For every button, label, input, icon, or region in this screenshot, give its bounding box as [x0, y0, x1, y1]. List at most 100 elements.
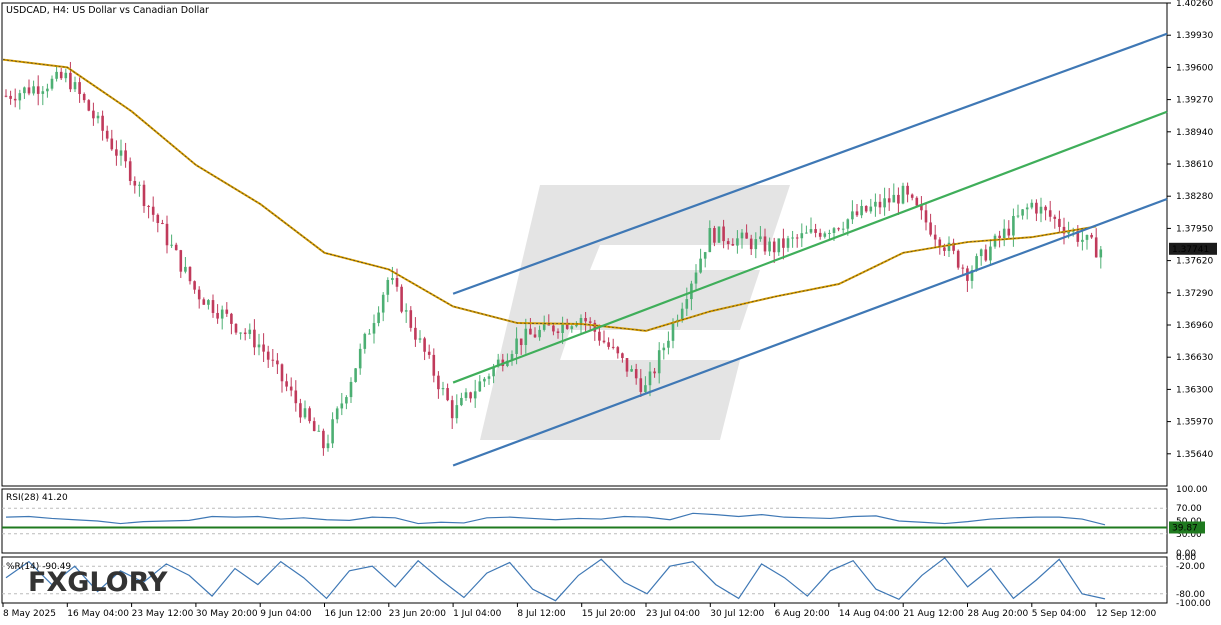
- candle-body: [64, 72, 68, 79]
- candle-body: [427, 351, 431, 355]
- price-axis-label: 1.38280: [1176, 192, 1213, 202]
- candle-body: [32, 86, 35, 94]
- candle-body: [73, 82, 77, 90]
- rsi-level-tag: [1169, 521, 1205, 534]
- candle-body: [289, 386, 293, 391]
- candle-body: [644, 385, 647, 392]
- candle-body: [575, 325, 578, 327]
- candle-body: [363, 333, 367, 349]
- candle-body: [464, 392, 468, 398]
- candle-body: [207, 300, 210, 305]
- candle-body: [1099, 249, 1103, 258]
- candle-body: [938, 239, 942, 248]
- candle-body: [386, 279, 390, 295]
- candle-body: [639, 378, 643, 392]
- candle-body: [782, 238, 785, 248]
- candle-body: [979, 249, 983, 257]
- candle-body: [708, 228, 712, 253]
- candle-body: [266, 351, 270, 360]
- price-axis-label: 1.36960: [1176, 321, 1213, 331]
- candle-body: [368, 333, 371, 335]
- chart-title: USDCAD, H4: US Dollar vs Canadian Dollar: [6, 5, 209, 16]
- candle-body: [13, 98, 17, 101]
- rsi-pane-border: [1, 488, 1168, 554]
- candle-body: [805, 232, 808, 234]
- channel-middle-line: [452, 110, 1168, 384]
- candle-body: [234, 323, 238, 333]
- candle-body: [381, 294, 385, 313]
- current-price-tag: [1169, 242, 1217, 255]
- candle-body: [285, 381, 288, 387]
- candle-body: [437, 375, 440, 390]
- williams-r-pane: 0.00-20.00 -80.00-100.00: [1, 553, 1211, 609]
- candle-body: [703, 252, 707, 259]
- candle-body: [809, 229, 813, 233]
- candle-body: [87, 100, 91, 111]
- candle-body: [947, 242, 951, 251]
- time-axis-label: 5 Sep 04:00: [1032, 609, 1087, 619]
- candle-body: [731, 244, 735, 246]
- candle-body: [772, 241, 776, 253]
- candle-body: [101, 115, 104, 131]
- rsi-axis-label: 70.00: [1176, 504, 1202, 514]
- price-axis-label: 1.37290: [1176, 289, 1213, 299]
- candle-body: [487, 376, 491, 379]
- candle-body: [1081, 239, 1084, 242]
- candle-body: [1012, 215, 1015, 236]
- candle-body: [1062, 226, 1066, 234]
- candle-body: [736, 238, 739, 246]
- candle-body: [1044, 206, 1047, 211]
- candle-body: [506, 360, 509, 367]
- candle-body: [570, 326, 574, 329]
- channel-upper-line: [452, 32, 1168, 295]
- candle-body: [326, 443, 330, 449]
- candle-body: [920, 205, 923, 211]
- time-axis-label: 9 Jun 04:00: [260, 609, 312, 619]
- candle-body: [841, 228, 845, 230]
- candle-body: [1002, 228, 1006, 239]
- candle-body: [165, 223, 169, 246]
- candle-body: [906, 185, 909, 195]
- candle-body: [565, 322, 569, 329]
- candle-body: [170, 244, 173, 246]
- candle-body: [745, 232, 748, 239]
- candle-body: [611, 346, 615, 348]
- candle-body: [593, 322, 597, 332]
- time-axis-label: 23 Jun 20:00: [389, 609, 446, 619]
- candle-body: [892, 194, 896, 203]
- candle-body: [174, 244, 178, 251]
- williams-r-line: [5, 557, 1106, 602]
- candle-body: [27, 87, 31, 94]
- candle-body: [96, 115, 100, 119]
- candle-body: [740, 232, 744, 239]
- candle-body: [303, 408, 307, 418]
- price-axis-label: 1.39270: [1176, 96, 1213, 106]
- candle-body: [717, 226, 721, 243]
- candle-body: [138, 184, 141, 186]
- candle-body: [248, 329, 252, 335]
- fxglory-logo-text: FXGLORY: [28, 567, 168, 598]
- williams-r-pane-border: [1, 556, 1168, 604]
- rsi-axis-label: 100.00: [1176, 485, 1208, 495]
- candle-body: [492, 366, 495, 377]
- candle-body: [924, 210, 928, 223]
- candle-body: [322, 430, 325, 449]
- williams-r-title: %R(14) -90.49: [6, 562, 71, 572]
- candle-body: [414, 327, 417, 340]
- candle-body: [791, 237, 794, 239]
- candle-body: [377, 312, 380, 324]
- candle-body: [423, 338, 426, 352]
- candle-body: [441, 388, 445, 390]
- candle-body: [1030, 202, 1034, 208]
- candle-body: [331, 419, 334, 444]
- candle-body: [1058, 218, 1061, 227]
- williams-r-axis-label: 0.00: [1176, 553, 1196, 563]
- candle-body: [124, 150, 127, 162]
- candle-body: [400, 286, 403, 312]
- time-axis-label: 16 Jun 12:00: [325, 609, 382, 619]
- candle-body: [855, 211, 859, 216]
- moving-average-line-dots: [2, 59, 1097, 332]
- candle-body: [883, 198, 886, 208]
- candle-body: [1090, 234, 1093, 238]
